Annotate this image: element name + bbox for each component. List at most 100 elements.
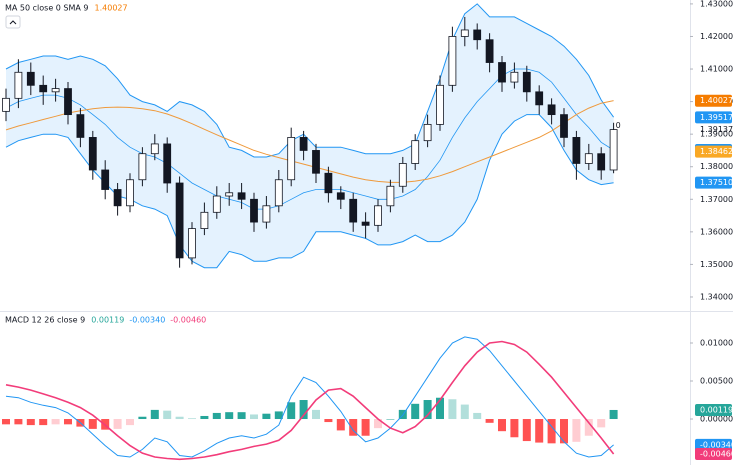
histogram-bar [597,419,606,428]
histogram-bar [374,419,382,429]
price-tag-label: 1.39517 [700,113,733,122]
histogram-bar [473,412,482,420]
histogram-bar [188,418,196,420]
price-tag-label: 1.38462 [700,147,733,156]
candle-body [225,192,234,197]
histogram-bar [324,419,333,423]
histogram-bar [498,419,506,432]
y-tick-label: 0.00000 [700,415,733,424]
histogram-bar [411,403,420,420]
candle-body [510,71,519,83]
candle-body [423,123,432,142]
histogram-bar [150,409,159,420]
legend-value: 1.40027 [95,4,128,13]
candle-body [64,88,72,116]
price-tag [695,176,732,189]
histogram-bar [212,412,221,420]
indicator-line [5,68,614,210]
price-tag-label: -0.00460 [700,449,733,458]
candle-body [398,163,407,187]
histogram-bar [423,400,432,420]
y-tick-label: 1.41000 [700,65,733,74]
histogram-bar [485,419,494,423]
legend-title: MACD 12 26 close 9 [5,316,85,325]
legend-value: -0.00460 [170,316,206,325]
candle-body [200,211,209,229]
candle-body [101,169,110,190]
candle-body [299,137,308,151]
candle-body [498,62,506,83]
macd-line [5,336,614,458]
y-tick-label: 1.37000 [700,195,733,204]
histogram-bar [609,409,618,420]
histogram-bar [349,419,358,436]
legend-title: MA 50 close 0 SMA 9 [5,4,89,13]
histogram-bar [560,419,568,444]
price-tag [695,438,732,451]
candle-body [535,91,544,106]
candle-body [386,185,395,207]
histogram-bar [460,404,469,420]
candle-body [324,172,333,194]
y-tick-label: 1.34000 [700,292,733,301]
candle-body [51,88,60,93]
histogram-bar [448,399,457,420]
price-tag-label: -0.00340 [700,440,733,449]
histogram-bar [237,412,246,420]
candle-body [473,29,482,41]
candle-body [163,143,172,184]
candle-body [436,84,444,125]
y-tick-label: 1.39000 [700,130,733,139]
histogram-bar [510,419,519,438]
histogram-bar [572,419,581,442]
histogram-bar [200,415,209,420]
histogram-bar [14,419,23,425]
price-tag-label: 1.39137 [700,125,733,134]
histogram-bar [386,419,395,420]
y-tick-label: 1.42000 [700,32,733,41]
candle-body [361,221,370,226]
candle-body [312,150,320,174]
histogram-bar [113,419,122,429]
histogram-bar [2,419,10,425]
candle-body [584,153,593,164]
price-tag [695,447,732,460]
price-tag-label: 1.40027 [700,96,733,105]
histogram-bar [250,414,258,420]
histogram-bar [312,409,320,420]
histogram-bar [361,419,370,436]
histogram-bar [287,402,296,420]
candle-body [349,198,358,223]
candle-body [547,104,556,116]
button-frame[interactable] [5,15,21,29]
candle-body [609,129,618,171]
candle-body [26,71,35,86]
collapse-button[interactable] [5,15,21,29]
histogram-bar [175,416,184,420]
histogram-bar [522,419,531,442]
candle-body [374,205,382,226]
candle-body [175,182,184,259]
price-tag [695,111,732,124]
histogram-bar [274,411,283,420]
candle-body [336,192,345,200]
candle-body [262,205,271,223]
candle-body [250,198,258,223]
band-fill [6,3,614,268]
histogram-bar [39,419,48,426]
candle-body [88,137,97,171]
candle-body [76,114,85,138]
candle-body [237,192,246,200]
histogram-bar [64,419,72,425]
y-tick-label: 1.38000 [700,162,733,171]
histogram-bar [547,419,556,444]
histogram-bar [436,397,444,420]
chevron-icon[interactable] [9,20,17,25]
candle-body [597,153,606,171]
last-marker: 0 [616,121,621,130]
candle-body [39,84,48,93]
candle-body [2,97,10,112]
candle-body [572,137,581,164]
price-tag-label: 0.00119 [700,405,733,414]
